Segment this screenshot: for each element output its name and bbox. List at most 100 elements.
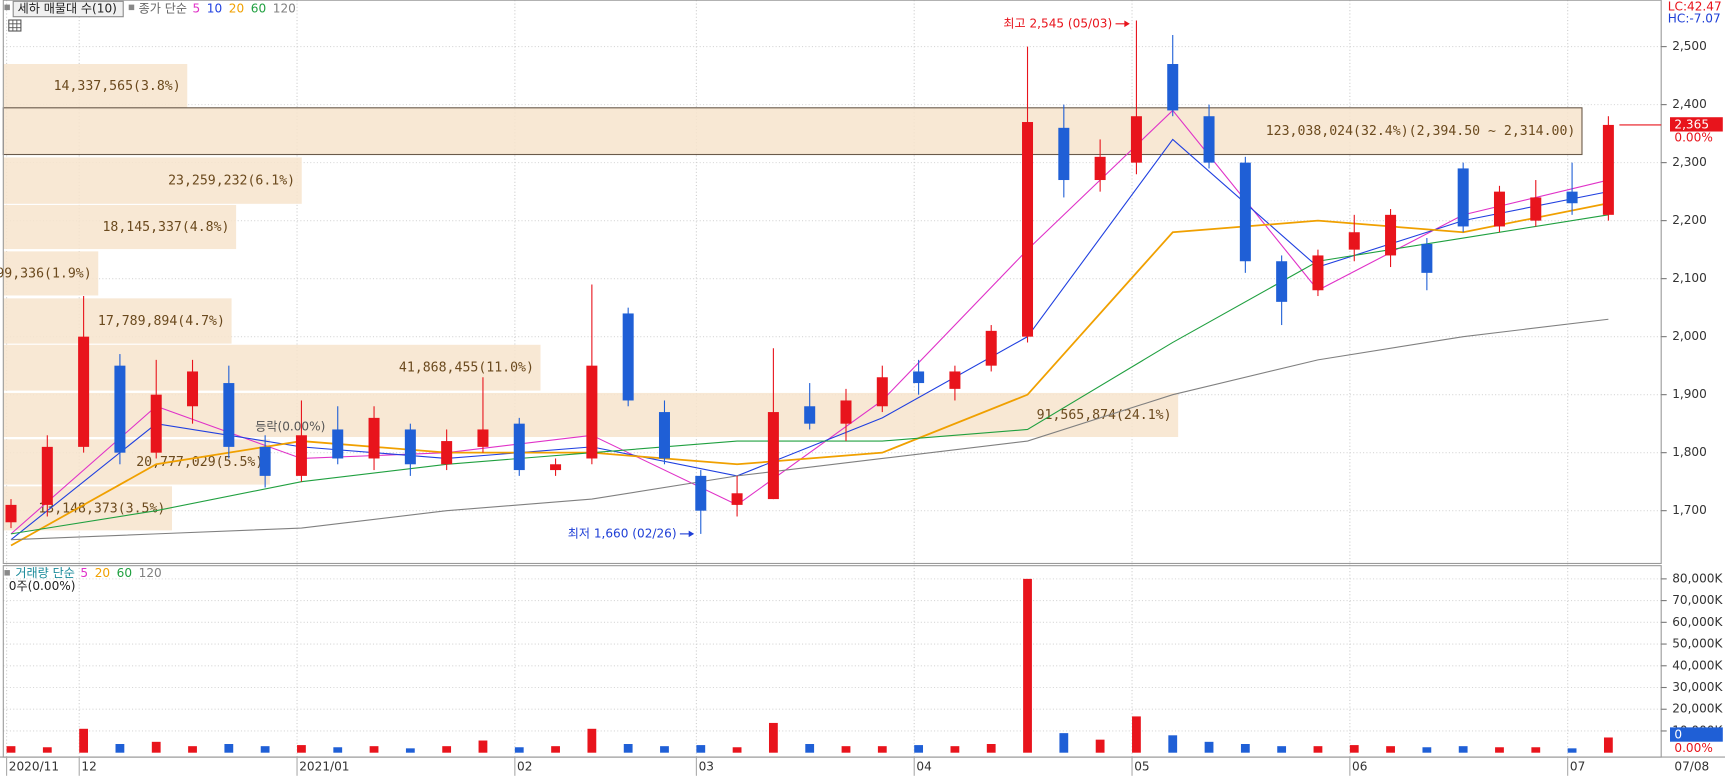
y-tick-label: 30,000K (1672, 680, 1723, 694)
x-tick-label: 07 (1570, 759, 1585, 773)
change-note: 등락(0.00%) (255, 420, 325, 434)
volume-profile-bar (3, 157, 302, 204)
y-tick-label: 1,700 (1672, 503, 1707, 517)
candle-body (1457, 168, 1469, 227)
volume-profile-bar (3, 64, 188, 108)
volume-bar (1095, 739, 1105, 753)
volume-bar (1168, 735, 1178, 753)
candle-body (332, 429, 344, 459)
ma-legend-label: 종가 단순 (139, 2, 187, 16)
annotation-arrowhead (1124, 20, 1130, 28)
volume-profile-bar (3, 251, 99, 296)
annotation-arrowhead (688, 530, 695, 538)
volume-bar (986, 744, 996, 753)
volume-bar (514, 747, 524, 753)
candle-body (695, 475, 707, 511)
volume-bar (224, 744, 234, 753)
candle-body (114, 365, 126, 453)
volume-profile-label: 17,789,894(4.7%) (98, 314, 225, 329)
current-volume-label: 0 (1674, 728, 1682, 742)
volume-bar (587, 728, 597, 753)
volume-profile-label: 23,259,232(6.1%) (168, 174, 295, 189)
table-icon[interactable] (8, 19, 22, 32)
lc-info: LC:42.47 (1668, 0, 1722, 13)
y-tick-label: 1,900 (1672, 387, 1707, 401)
y-tick-label: 40,000K (1672, 658, 1723, 672)
x-tick-label: 03 (699, 759, 714, 773)
candle-body (767, 412, 779, 500)
candle-body (1022, 122, 1034, 337)
ma-legend-entry: 10 (207, 2, 222, 16)
candle-body (441, 441, 453, 465)
volume-bar (732, 747, 742, 753)
volume-profile-bar (3, 298, 232, 344)
volume-bar (1023, 578, 1032, 753)
volume-legend-entry: 120 (139, 566, 162, 580)
volume-bar (115, 744, 125, 753)
y-tick-label: 2,400 (1672, 97, 1707, 111)
y-tick-label: 80,000K (1672, 571, 1723, 585)
candle-body (1058, 127, 1070, 181)
x-tick-label: 12 (81, 759, 96, 773)
candle-body (1385, 214, 1397, 256)
volume-profile-label: 123,038,024(32.4%)(2,394.50 ~ 2,314.00) (1266, 124, 1576, 139)
x-tick-label: 04 (916, 759, 932, 773)
x-tick-label: 05 (1134, 759, 1149, 773)
extreme-annotation: 최저 1,660 (02/26) (568, 526, 677, 540)
ma-legend-entry: 120 (273, 2, 296, 16)
profile-button-label: 세하 매물대 수(10) (18, 2, 117, 16)
candle-body (622, 313, 634, 401)
volume-bar (151, 741, 161, 753)
candle-body (78, 336, 90, 447)
volume-bar (1422, 747, 1432, 753)
candle-body (513, 423, 525, 471)
volume-bar (369, 746, 379, 753)
candle-body (404, 429, 416, 465)
profile-button[interactable] (12, 0, 124, 18)
current-volume-box (1669, 727, 1723, 742)
candle-body (658, 412, 670, 459)
y-tick-label: 1,800 (1672, 445, 1707, 459)
toolbar-icon (128, 4, 135, 11)
volume-legend-entry: 5 (80, 566, 88, 580)
moving-average-line (10, 318, 1609, 541)
volume-profile-bar (2, 107, 1583, 156)
volume-bar (405, 748, 415, 753)
volume-profile-label: 13,148,373(3.5%) (38, 501, 165, 516)
last-price-change: 0.00% (1674, 131, 1712, 145)
volume-bar (1386, 746, 1395, 753)
volume-bar (1349, 745, 1359, 753)
volume-profile-label: 18,145,337(4.8%) (102, 220, 229, 235)
volume-status: 0주(0.00%) (9, 579, 76, 593)
last-price-box (1669, 117, 1723, 132)
volume-legend-entry: 20 (95, 566, 110, 580)
volume-profile-bar (3, 344, 541, 391)
volume-bar (1313, 746, 1323, 753)
volume-bar (42, 747, 52, 753)
x-tick-label: 06 (1352, 759, 1367, 773)
candle-body (295, 435, 307, 476)
candle-body (985, 330, 997, 366)
volume-bar (660, 746, 669, 753)
y-tick-label: 50,000K (1672, 637, 1723, 651)
volume-bar (478, 740, 488, 753)
y-tick-label: 60,000K (1672, 615, 1723, 629)
ma-legend-entry: 5 (192, 2, 200, 16)
volume-bar (1495, 747, 1504, 753)
volume-profile-label: 14,337,565(3.8%) (54, 79, 181, 94)
moving-average-line (10, 214, 1609, 535)
candle-body (1203, 116, 1215, 163)
moving-average-line (10, 109, 1609, 535)
candle-body (41, 446, 53, 505)
volume-bar (297, 745, 306, 753)
x-tick-label: 2020/11 (9, 759, 59, 773)
volume-bar (914, 745, 924, 753)
volume-bar (841, 746, 851, 753)
y-tick-label: 20,000K (1672, 702, 1723, 716)
volume-bar (1531, 747, 1541, 753)
candle-body (1566, 191, 1578, 204)
volume-bar (623, 744, 633, 753)
candle-body (550, 464, 562, 471)
candle-body (1239, 162, 1251, 262)
